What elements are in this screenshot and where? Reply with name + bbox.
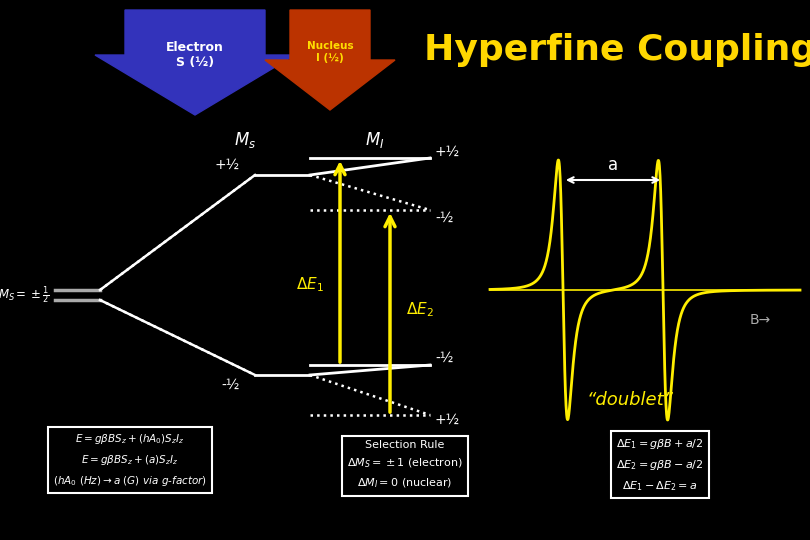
Text: $\Delta E_1 = g\beta B + a/2$
$\Delta E_2 = g\beta B - a/2$
$\Delta E_1 - \Delta: $\Delta E_1 = g\beta B + a/2$ $\Delta E_… bbox=[616, 437, 704, 493]
Text: $M_I$: $M_I$ bbox=[365, 130, 385, 150]
Polygon shape bbox=[265, 10, 395, 110]
Text: -½: -½ bbox=[222, 378, 240, 392]
Text: “doublet”: “doublet” bbox=[586, 391, 673, 409]
Text: $\Delta E_2$: $\Delta E_2$ bbox=[406, 301, 434, 319]
Text: Hyperfine Coupling: Hyperfine Coupling bbox=[424, 33, 810, 67]
Text: a: a bbox=[608, 156, 618, 174]
Text: $E = g\beta BS_z + (hA_0)S_zI_z$
$E = g\beta BS_z + (a)S_zI_z$
$(hA_0\ (Hz) \to : $E = g\beta BS_z + (hA_0)S_zI_z$ $E = g\… bbox=[53, 432, 207, 488]
Text: $M_s$: $M_s$ bbox=[234, 130, 256, 150]
Text: $\Delta E_1$: $\Delta E_1$ bbox=[296, 275, 324, 294]
Text: -½: -½ bbox=[435, 211, 454, 225]
Text: Selection Rule
$\Delta M_S = \pm 1$ (electron)
$\Delta M_I = 0$ (nuclear): Selection Rule $\Delta M_S = \pm 1$ (ele… bbox=[347, 440, 463, 490]
Text: -½: -½ bbox=[435, 351, 454, 365]
Text: B→: B→ bbox=[750, 313, 771, 327]
Polygon shape bbox=[95, 10, 295, 115]
Text: +½: +½ bbox=[435, 145, 460, 159]
Text: +½: +½ bbox=[215, 158, 240, 172]
Text: Electron
S (½): Electron S (½) bbox=[166, 41, 224, 69]
Text: +½: +½ bbox=[435, 413, 460, 427]
Text: $M_S=\pm\frac{1}{2}$: $M_S=\pm\frac{1}{2}$ bbox=[0, 284, 50, 306]
Text: Nucleus
I (½): Nucleus I (½) bbox=[307, 41, 353, 63]
